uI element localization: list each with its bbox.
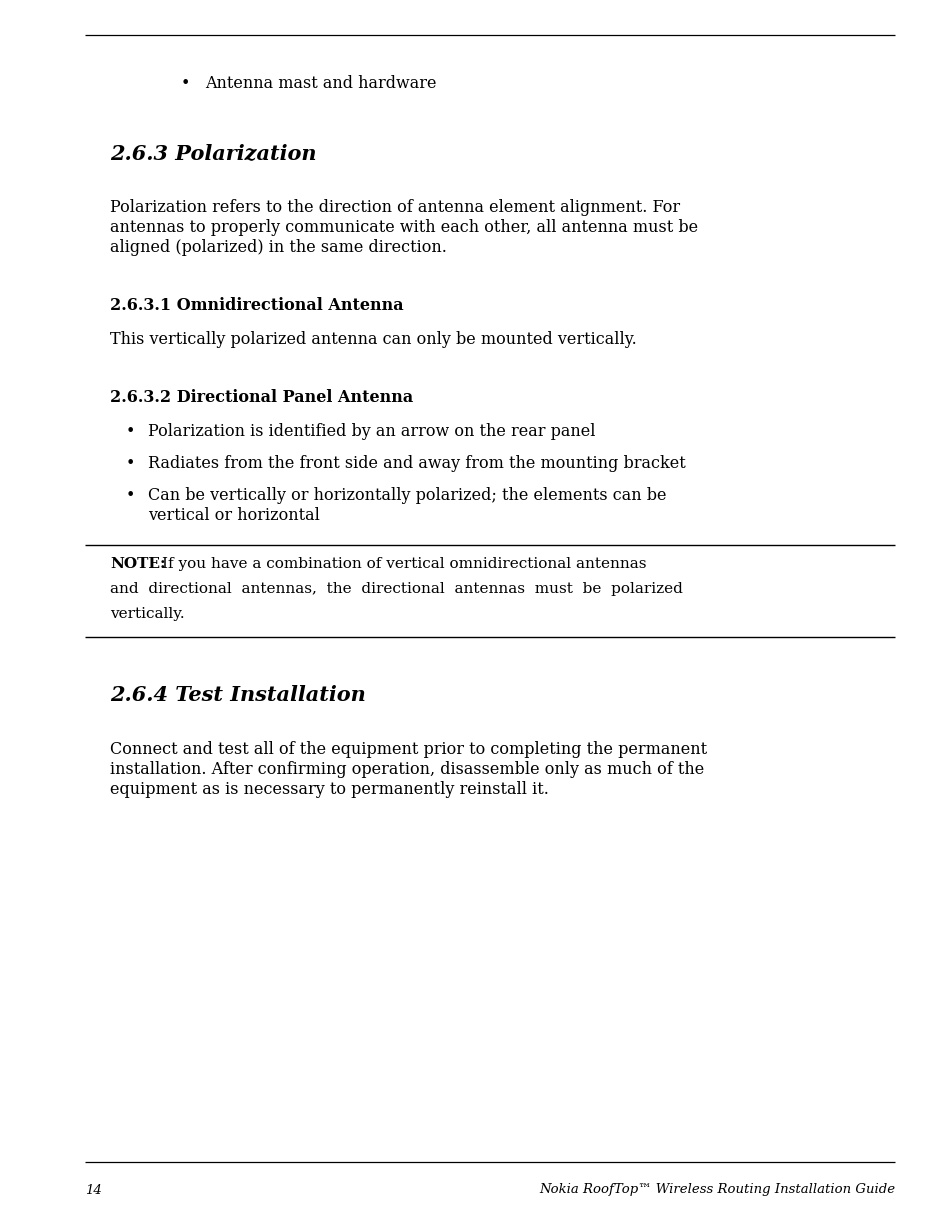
Text: vertical or horizontal: vertical or horizontal: [148, 507, 320, 524]
Text: Polarization is identified by an arrow on the rear panel: Polarization is identified by an arrow o…: [148, 423, 595, 440]
Text: This vertically polarized antenna can only be mounted vertically.: This vertically polarized antenna can on…: [110, 331, 637, 348]
Text: Polarization refers to the direction of antenna element alignment. For: Polarization refers to the direction of …: [110, 199, 680, 216]
Text: equipment as is necessary to permanently reinstall it.: equipment as is necessary to permanently…: [110, 781, 549, 797]
Text: vertically.: vertically.: [110, 607, 185, 621]
Text: Radiates from the front side and away from the mounting bracket: Radiates from the front side and away fr…: [148, 454, 686, 471]
Text: Antenna mast and hardware: Antenna mast and hardware: [205, 75, 436, 92]
Text: If you have a combination of vertical omnidirectional antennas: If you have a combination of vertical om…: [162, 558, 646, 571]
Text: Connect and test all of the equipment prior to completing the permanent: Connect and test all of the equipment pr…: [110, 741, 707, 758]
Text: •: •: [125, 454, 135, 471]
Text: Can be vertically or horizontally polarized; the elements can be: Can be vertically or horizontally polari…: [148, 487, 667, 504]
Text: installation. After confirming operation, disassemble only as much of the: installation. After confirming operation…: [110, 761, 705, 778]
Text: antennas to properly communicate with each other, all antenna must be: antennas to properly communicate with ea…: [110, 219, 698, 236]
Text: •: •: [180, 75, 189, 92]
Text: 2.6.3.1 Omnidirectional Antenna: 2.6.3.1 Omnidirectional Antenna: [110, 297, 403, 314]
Text: 2.6.3 Polarization: 2.6.3 Polarization: [110, 143, 317, 162]
Text: 2.6.3.2 Directional Panel Antenna: 2.6.3.2 Directional Panel Antenna: [110, 389, 414, 406]
Text: and  directional  antennas,  the  directional  antennas  must  be  polarized: and directional antennas, the directiona…: [110, 582, 683, 596]
Text: 14: 14: [85, 1183, 102, 1196]
Text: Nokia RoofTop™ Wireless Routing Installation Guide: Nokia RoofTop™ Wireless Routing Installa…: [539, 1183, 895, 1196]
Text: •: •: [125, 423, 135, 440]
Text: •: •: [125, 487, 135, 504]
Text: NOTE:: NOTE:: [110, 558, 166, 571]
Text: 2.6.4 Test Installation: 2.6.4 Test Installation: [110, 685, 365, 705]
Text: aligned (polarized) in the same direction.: aligned (polarized) in the same directio…: [110, 239, 447, 256]
